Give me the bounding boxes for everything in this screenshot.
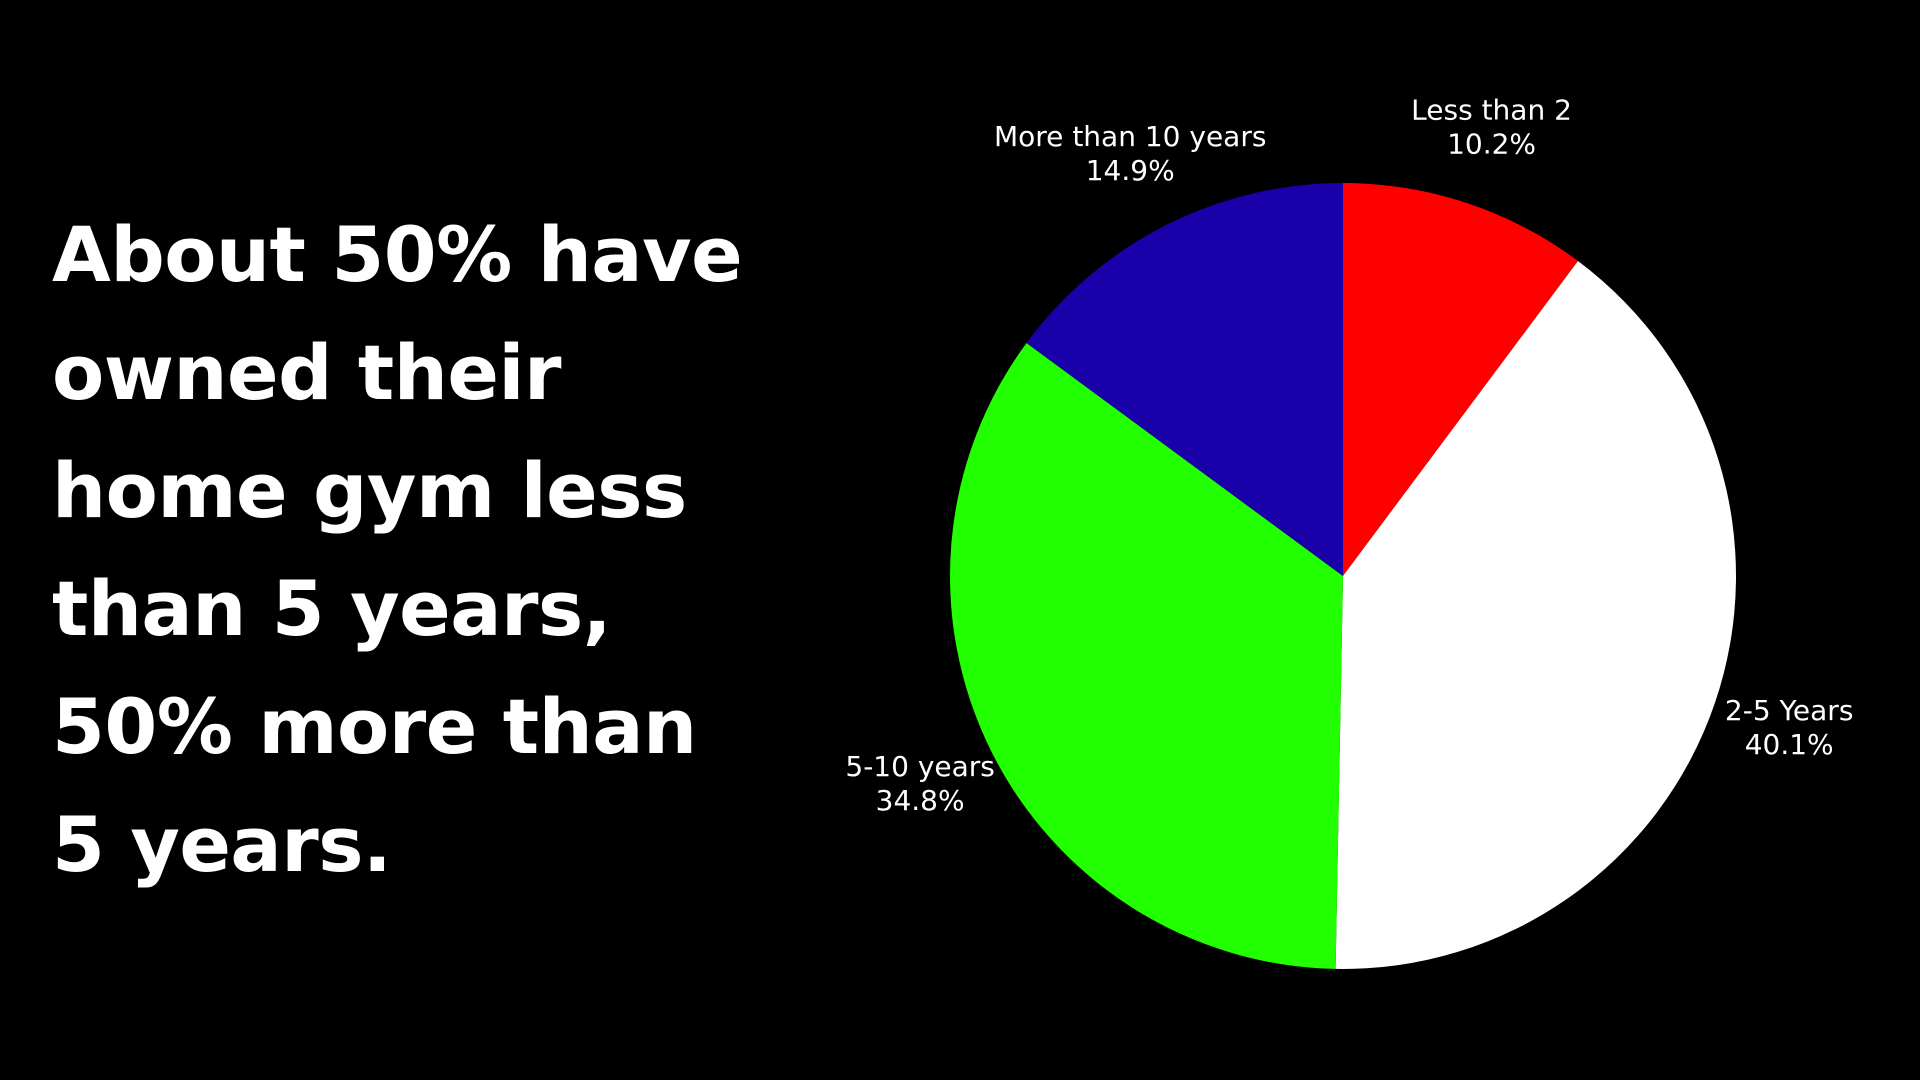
pie-slice: [1343, 183, 1578, 576]
slice-label: 2-5 Years: [1725, 694, 1854, 727]
chart-title: About 50% have owned their home gym less…: [52, 210, 743, 889]
slice-label: More than 10 years: [994, 120, 1266, 153]
value-label: 34.8%: [876, 784, 965, 817]
value-label: 10.2%: [1447, 127, 1536, 160]
slice-label: Less than 2: [1411, 93, 1572, 126]
value-label: 14.9%: [1086, 154, 1175, 187]
pie-slice: [950, 343, 1343, 969]
pie-slice: [1335, 260, 1737, 970]
slice-label: 5-10 years: [845, 750, 995, 783]
value-label: 40.1%: [1745, 728, 1834, 761]
pie-slice: [1026, 183, 1343, 576]
